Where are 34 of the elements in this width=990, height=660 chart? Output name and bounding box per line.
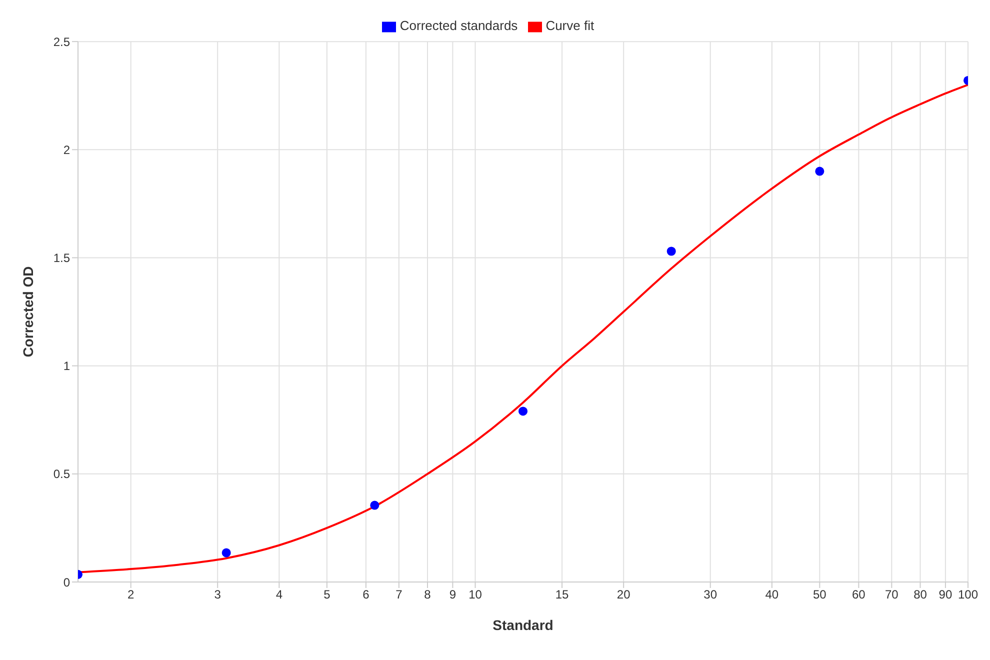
x-tick-label: 80 <box>914 588 928 602</box>
x-tick-label: 100 <box>958 588 978 602</box>
x-tick-label: 10 <box>468 588 482 602</box>
x-tick-label: 5 <box>324 588 331 602</box>
point <box>518 406 528 416</box>
y-tick-label: 2.5 <box>53 34 70 49</box>
x-tick-label: 7 <box>396 588 403 602</box>
y-tick-label: 0.5 <box>53 467 70 482</box>
x-tick-label: 8 <box>424 588 432 602</box>
point <box>815 166 824 176</box>
point <box>666 246 676 256</box>
legend-label: Curve fit <box>546 18 594 33</box>
x-tick-label: 50 <box>812 588 827 602</box>
point <box>222 548 231 558</box>
x-tick-label: 3 <box>214 588 222 602</box>
x-tick-label: 9 <box>449 588 456 602</box>
x-axis-title: Standard <box>492 617 554 633</box>
y-tick-label: 1.5 <box>53 250 70 265</box>
x-tick-label: 40 <box>765 588 779 602</box>
legend-label: Corrected standards <box>400 18 518 33</box>
point <box>370 500 380 510</box>
x-tick-label: 2 <box>127 588 134 602</box>
x-tick-label: 90 <box>938 588 952 602</box>
x-tick-label: 60 <box>852 588 866 602</box>
x-tick-label: 20 <box>616 588 631 602</box>
y-tick-label: 2 <box>63 142 70 157</box>
x-tick-label: 70 <box>884 588 899 602</box>
x-tick-label: 30 <box>704 588 718 602</box>
y-tick-label: 0 <box>63 575 70 590</box>
x-tick-label: 6 <box>362 588 370 602</box>
x-tick-label: 4 <box>276 588 283 602</box>
y-tick-label: 1 <box>63 359 70 374</box>
y-axis-title: Corrected OD <box>20 266 36 358</box>
x-tick-label: 15 <box>555 588 570 602</box>
